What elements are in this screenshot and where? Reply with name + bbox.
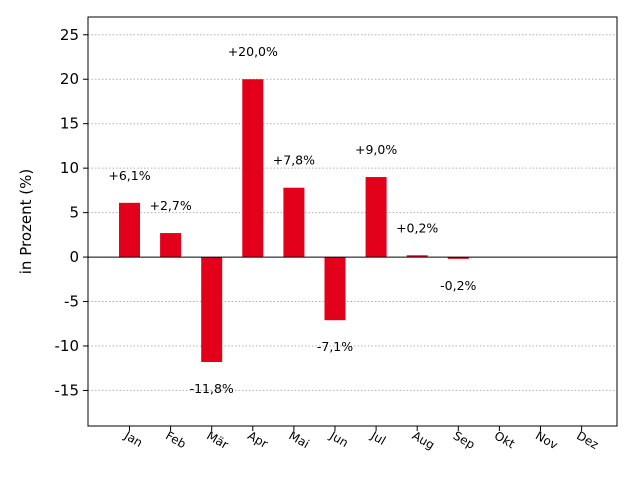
data-label: +20,0% [228,44,278,59]
bar [324,257,346,321]
data-label: -7,1% [317,339,353,354]
y-tick-label: 20 [60,70,79,88]
y-tick-label: -5 [64,293,79,311]
x-tick-label: Jan [121,428,145,450]
x-tick-label: Mär [204,428,231,451]
x-tick-label: Nov [533,428,560,452]
y-tick-label: 5 [69,204,79,222]
data-label: +2,7% [149,198,191,213]
bar [447,257,469,259]
x-tick-label: Okt [492,428,518,451]
data-label: +9,0% [355,142,397,157]
data-label: +6,1% [108,168,150,183]
bar [201,257,223,362]
x-tick-label: Dez [574,428,601,452]
data-label: +7,8% [273,153,315,168]
grid-lines [88,34,617,391]
y-tick-label: 10 [60,159,79,177]
plot-area-frame [87,16,618,427]
x-tick-label: Mai [286,428,311,451]
bar [406,255,428,258]
y-tick-label: 0 [69,248,79,266]
y-tick-label: 25 [60,26,79,44]
y-axis-ticks: 25 20 15 10 5 0 -5 -10 -15 [55,26,88,399]
data-label: -11,8% [190,381,234,396]
x-tick-label: Jun [327,428,351,450]
data-label: +0,2% [396,220,438,235]
data-label: -0,2% [440,278,476,293]
bar [242,79,264,258]
x-tick-label: Jul [368,428,388,448]
bars [119,79,593,362]
bar [283,187,305,258]
y-axis-title: in Prozent (%) [17,169,35,274]
data-labels: +6,1% +2,7% -11,8% +20,0% +7,8% -7,1% +9,0% +0,… [108,44,476,396]
y-tick-label: 15 [60,115,79,133]
x-tick-label: Apr [245,428,270,451]
x-tick-label: Feb [163,428,188,451]
bar [119,202,140,258]
x-tick-label: Sep [451,428,478,451]
y-tick-label: -10 [55,337,80,355]
bar [365,177,387,258]
x-axis-ticks: Jan Feb Mär Apr Mai Jun Jul Aug Sep Okt Nov Dez [121,426,601,452]
bar [160,233,182,258]
y-tick-label: -15 [55,381,80,399]
x-tick-label: Aug [410,428,437,452]
